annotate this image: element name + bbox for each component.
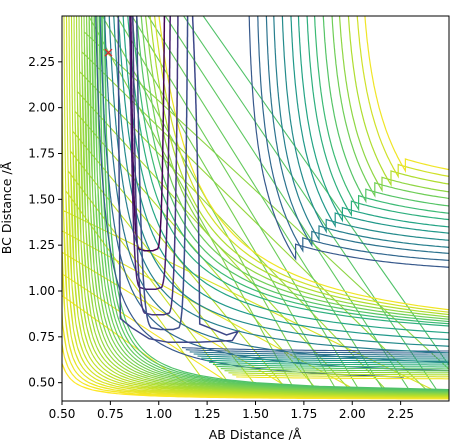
contour-wall-line xyxy=(88,16,449,394)
contour-upper-right xyxy=(306,16,449,221)
contour-inner-well xyxy=(130,16,166,252)
contour-left-branch xyxy=(145,16,449,318)
contour-wall-line xyxy=(65,16,449,398)
contour-upper-right xyxy=(257,16,449,261)
contour-upper-right xyxy=(338,16,449,193)
x-tick-label: 0.75 xyxy=(97,407,124,421)
y-tick-label: 1.00 xyxy=(28,284,55,298)
contour-wall-line xyxy=(91,16,449,393)
contour-wall-line xyxy=(75,16,449,396)
y-axis-label: BC Distance /Å xyxy=(0,161,14,254)
contour-wall-line xyxy=(98,16,449,392)
contour-wall-line xyxy=(83,16,449,394)
contour-upper-right xyxy=(347,16,449,187)
x-axis-label: AB Distance /Å xyxy=(209,427,302,440)
x-tick-label: 1.50 xyxy=(242,407,269,421)
y-tick-label: 1.25 xyxy=(28,238,55,252)
contour-wall-line xyxy=(103,16,449,391)
x-tick-label: 2.00 xyxy=(339,407,366,421)
contour-inner-well xyxy=(135,16,189,331)
contour-upper-right xyxy=(281,16,449,241)
x-axis: 0.50 0.75 1.00 1.25 1.50 1.75 2.00 2.25 xyxy=(49,401,414,421)
contour-upper-right xyxy=(322,16,449,207)
contour-upper-right xyxy=(290,16,449,234)
contour-wall-line xyxy=(78,16,449,395)
contour-left-branch xyxy=(122,16,449,334)
contour-exit-channel xyxy=(201,357,449,362)
y-tick-label: 0.75 xyxy=(28,330,55,344)
contour-exit-channel xyxy=(236,376,449,380)
minimum-marker-layer xyxy=(104,48,113,57)
contour-wall-line xyxy=(93,16,449,393)
contour-exit-channel xyxy=(189,351,449,356)
contour-wall-line xyxy=(68,16,449,397)
contour-upper-right xyxy=(265,16,449,254)
contour-wall-line xyxy=(96,16,449,392)
contour-upper-right xyxy=(364,16,449,174)
x-tick-label: 0.50 xyxy=(49,407,76,421)
contour-upper-right xyxy=(273,16,449,248)
contour-exit-channel xyxy=(185,349,449,354)
contour-exit-channel xyxy=(232,374,449,378)
contour-exit-channel xyxy=(197,355,449,360)
marker-x-stroke xyxy=(104,48,113,57)
contour-left-branch xyxy=(149,16,449,316)
x-tick-label: 1.25 xyxy=(194,407,221,421)
y-tick-label: 1.50 xyxy=(28,192,55,206)
x-tick-label: 1.75 xyxy=(291,407,318,421)
contour-inner-well xyxy=(132,16,179,316)
contour-exit-channel xyxy=(228,372,449,376)
contour-upper-right xyxy=(356,16,449,179)
y-tick-label: 2.25 xyxy=(28,55,55,69)
contour-wall-line xyxy=(86,16,449,394)
y-tick-label: 0.50 xyxy=(28,376,55,390)
contour-wall-line xyxy=(101,16,449,391)
contour-left-branch xyxy=(140,16,449,320)
contour-saddle xyxy=(117,16,240,344)
contour-upper-right xyxy=(297,16,449,228)
y-tick-label: 1.75 xyxy=(28,147,55,161)
x-tick-label: 2.25 xyxy=(387,407,414,421)
contour-upper-right xyxy=(248,16,449,268)
contour-exit-channel xyxy=(216,365,449,370)
contour-wall-line xyxy=(62,251,449,399)
contour-exit-channel xyxy=(209,361,449,366)
contour-exit-channel xyxy=(224,370,449,374)
contour-wall-line xyxy=(80,16,449,395)
contour-wall-line xyxy=(73,16,449,396)
contour-lines xyxy=(62,16,449,400)
x-tick-label: 1.00 xyxy=(145,407,172,421)
contour-left-branch xyxy=(104,16,449,363)
contour-left-branch xyxy=(131,16,449,325)
contour-left-branch xyxy=(108,16,449,354)
contour-exit-channel xyxy=(205,359,449,364)
contour-left-branch xyxy=(136,16,449,323)
contour-inner-well xyxy=(129,16,171,290)
contour-left-branch xyxy=(95,16,404,378)
y-tick-label: 2.00 xyxy=(28,101,55,115)
contour-exit-channel xyxy=(220,368,449,372)
contour-exit-channel xyxy=(193,353,449,358)
contour-upper-right xyxy=(331,16,449,200)
contour-wall-line xyxy=(63,16,449,398)
y-axis: 0.50 0.75 1.00 1.25 1.50 1.75 2.00 2.25 xyxy=(28,55,62,390)
contour-exit-channel xyxy=(212,363,449,368)
contour-upper-right xyxy=(313,16,449,214)
contour-wall-line xyxy=(70,16,449,397)
